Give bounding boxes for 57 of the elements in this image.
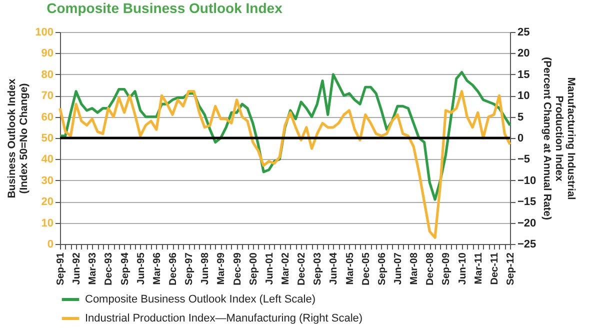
x-tick-label: Sep-06	[376, 252, 388, 286]
x-tick-label: Mar-96	[152, 252, 163, 285]
y2-tick-label: 15	[518, 68, 530, 81]
x-tick-label: Dec-99	[232, 252, 244, 286]
y2-tick-label: −5	[518, 154, 530, 166]
y-tick-label: 10	[41, 217, 54, 230]
x-tick-label: Sep-91	[56, 252, 66, 286]
y-tick-label: 80	[41, 68, 54, 81]
legend-label: Industrial Production Index—Manufacturing (Right Scale)	[85, 312, 363, 324]
x-tick-label: Jun-95	[136, 252, 147, 285]
x-tick-label: Mar-02	[280, 252, 292, 285]
x-tick-label: Sep-97	[184, 252, 196, 286]
y-tick-label: 60	[41, 111, 54, 124]
y2-tick-label: 20	[518, 48, 530, 60]
y-tick-label: 90	[41, 48, 54, 60]
x-tick-label: Jun-01	[264, 252, 276, 285]
x-tick-label: Jun-92	[72, 252, 83, 285]
y-tick-label: 100	[35, 26, 54, 38]
x-tick-label: Mar-08	[409, 252, 420, 285]
chart-title: Composite Business Outlook Index	[46, 0, 283, 16]
y-axis-title: Business Outlook Index (Index 50=No Change)	[6, 78, 30, 198]
x-tick-label: Jun-98	[200, 252, 212, 285]
y2-tick-label: 5	[518, 111, 524, 124]
x-tick-label: Sep-94	[120, 252, 131, 286]
y2-tick-label: 25	[518, 26, 530, 38]
x-tick-label: Jun-07	[393, 252, 404, 285]
x-tick-label: Sep-00	[248, 252, 260, 286]
y2-tick-label: −20	[518, 217, 536, 230]
x-tick-label: Jun-10	[457, 252, 468, 285]
y-tick-label: 0	[47, 238, 54, 250]
y2-tick-label: −10	[518, 174, 536, 187]
x-tick-label: Sep-12	[506, 252, 516, 286]
y2-axis-title: Manufacturing Industrial Production Index (Percent Change at Annual Rate)	[541, 57, 578, 220]
x-tick-label: Mar-93	[88, 252, 99, 285]
x-tick-label: Dec-02	[296, 252, 308, 286]
y-tick-label: 50	[41, 132, 54, 144]
line-series	[58, 90, 512, 239]
x-tick-label: Dec-08	[425, 252, 436, 286]
y-tick-label: 40	[41, 154, 54, 166]
x-tick-label: Dec-96	[168, 252, 179, 286]
x-tick-label: Dec-11	[489, 252, 500, 285]
y-tick-label: 20	[41, 196, 54, 208]
y2-tick-label: 0	[518, 132, 524, 144]
x-tick-label: Sep-03	[312, 252, 324, 286]
x-tick-label: Mar-11	[473, 252, 484, 284]
x-tick-label: Dec-05	[360, 252, 372, 286]
y2-tick-label: 10	[518, 90, 530, 102]
x-tick-label: Mar-05	[344, 252, 356, 285]
y2-tick-label: −25	[518, 238, 536, 250]
x-tick-label: Dec-93	[104, 252, 115, 286]
y-tick-label: 30	[41, 174, 54, 187]
y2-tick-label: −15	[518, 196, 536, 208]
legend-label: Composite Business Outlook Index (Left Scale)	[85, 294, 316, 306]
x-tick-label: Mar-99	[216, 252, 228, 285]
x-tick-label: Jun-04	[328, 252, 340, 285]
y-tick-label: 70	[41, 90, 54, 102]
x-tick-label: Sep-09	[441, 252, 452, 286]
